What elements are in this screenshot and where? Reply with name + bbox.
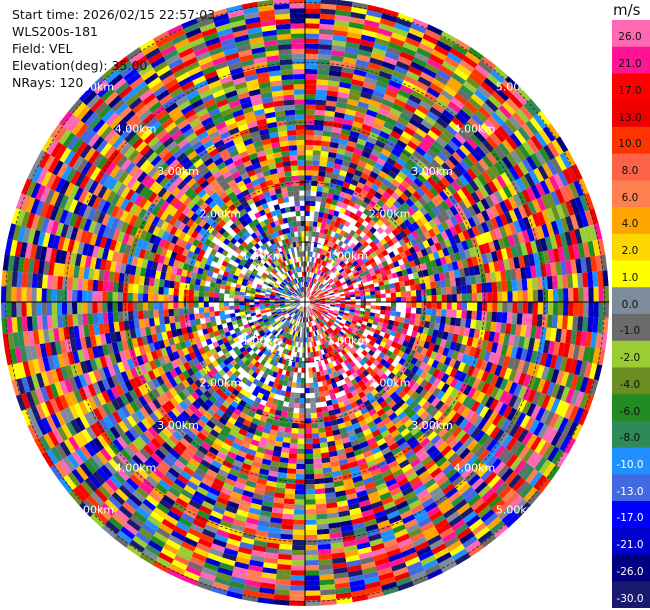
site-label: WLS200s-181 [12, 24, 98, 39]
colorbar-tick-label: 10.0 [618, 138, 642, 151]
range-ring-label: 1.00km [327, 250, 369, 263]
nrays-label: NRays: 120 [12, 75, 84, 90]
colorbar-tick-label: -30.0 [616, 592, 644, 605]
colorbar-segment [612, 46, 650, 74]
colorbar-tick-label: -10.0 [616, 459, 644, 471]
range-ring-label: 1.00km [242, 334, 284, 347]
colorbar-segment [612, 554, 650, 582]
colorbar-segment [612, 340, 650, 368]
colorbar-tick-label: -6.0 [619, 405, 641, 418]
colorbar-tick-label: 26.0 [618, 31, 642, 44]
colorbar-segment [612, 20, 650, 48]
colorbar-tick-label: 13.0 [618, 111, 642, 124]
colorbar-segment [612, 527, 650, 556]
colorbar-segment [612, 581, 650, 608]
colorbar-segment [612, 367, 650, 395]
range-ring-label: 3.00km [157, 165, 199, 178]
colorbar-segment [612, 100, 650, 128]
colorbar-tick-label: -1.0 [619, 325, 641, 338]
colorbar-segment [612, 260, 650, 288]
range-ring-label: 2.00km [200, 377, 242, 390]
colorbar-tick-label: -17.0 [616, 512, 644, 525]
range-ring-label: 2.00km [369, 377, 411, 390]
colorbar-segment [612, 501, 650, 529]
range-ring-label: 5.00km [73, 80, 115, 93]
range-ring-label: 1.00km [327, 334, 369, 347]
colorbar-tick-label: -26.0 [616, 565, 644, 578]
colorbar-tick-label: 21.0 [618, 58, 642, 71]
colorbar-tick-label: 2.0 [621, 245, 639, 258]
colorbar-segment [612, 287, 650, 315]
colorbar-segment [612, 447, 650, 475]
range-ring-label: 3.00km [411, 419, 453, 432]
range-ring-label: 2.00km [369, 207, 411, 220]
range-ring-label: 5.00km [73, 504, 115, 517]
colorbar-tick-label: -4.0 [619, 378, 641, 391]
range-ring-label: 4.00km [454, 461, 496, 474]
colorbar-tick-label: -21.0 [616, 539, 644, 552]
colorbar-tick-label: 0.0 [621, 298, 639, 311]
range-grid: 1.00km 1.00km 1.00km 1.00km 2.00km 2.00km 2.00… [1, 0, 609, 606]
colorbar-tick-label: 4.0 [621, 218, 639, 231]
range-ring-label: 2.00km [200, 207, 242, 220]
velocity-gates [1, 0, 609, 606]
colorbar-tick-label: 1.0 [621, 271, 639, 284]
colorbar [612, 20, 650, 608]
colorbar-segment [612, 153, 650, 181]
colorbar-unit-label: m/s [613, 1, 641, 19]
scan-info: Start time: 2026/02/15 22:57:03 WLS200s-… [12, 6, 215, 91]
colorbar-tick-label: -8.0 [619, 432, 641, 445]
range-ring-label: 4.00km [115, 461, 157, 474]
range-ring-label: 3.00km [411, 165, 453, 178]
colorbar-segment [612, 233, 650, 262]
elevation-label: Elevation(deg): 35.00 [12, 58, 148, 73]
start-time-label: Start time: 2026/02/15 22:57:03 [12, 7, 216, 22]
colorbar-segment [612, 180, 650, 208]
colorbar-segment [612, 474, 650, 502]
range-ring-label: 1.00km [242, 250, 284, 263]
colorbar-tick-label: 17.0 [618, 84, 642, 97]
colorbar-segment [612, 420, 650, 449]
colorbar-segment [612, 314, 650, 342]
colorbar-tick-label: 6.0 [621, 191, 639, 204]
colorbar-segment [612, 207, 650, 235]
range-ring-label: 4.00km [454, 123, 496, 136]
colorbar-tick-label: -2.0 [619, 352, 641, 365]
colorbar-tick-label: 8.0 [621, 165, 639, 177]
colorbar-segment [612, 73, 650, 101]
colorbar-segment [612, 394, 650, 422]
ppi-radar-plot: 1.00km 1.00km 1.00km 1.00km 2.00km 2.00km 2.00… [1, 0, 609, 606]
range-ring-label: 5.00km [496, 80, 538, 93]
colorbar-segment [612, 126, 650, 155]
range-ring-label: 4.00km [115, 123, 157, 136]
range-ring-label: 3.00km [157, 419, 199, 432]
field-label: Field: VEL [12, 41, 73, 56]
colorbar-tick-label: -13.0 [616, 485, 644, 498]
range-ring-label: 5.00km [496, 504, 538, 517]
